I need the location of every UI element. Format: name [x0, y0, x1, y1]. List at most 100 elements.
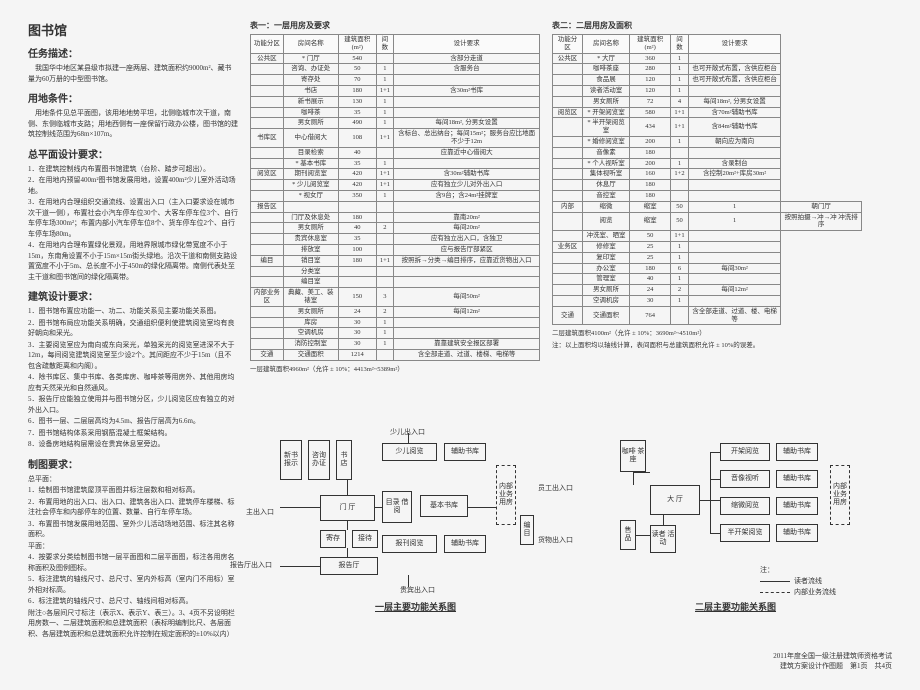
- arch-heading: 建筑设计要求：: [28, 288, 238, 303]
- table-cell: [553, 64, 583, 75]
- table-cell: 缩室: [630, 201, 671, 212]
- table-cell: 180: [630, 263, 671, 274]
- table-cell: 含84m²辅助书库: [688, 118, 780, 137]
- table-header: 建筑面积(m²): [338, 35, 376, 54]
- table-cell: 24: [630, 285, 671, 296]
- table-cell: 业务区: [553, 241, 583, 252]
- table-cell: [376, 212, 393, 223]
- table-cell: [251, 339, 284, 350]
- table-cell: [251, 306, 284, 317]
- table-cell: 764: [630, 306, 671, 325]
- table-cell: [394, 277, 540, 288]
- table-cell: [251, 75, 284, 86]
- table-row: 目录检索40应靠近中心借阅大: [251, 147, 540, 158]
- draw-item: 平面：: [28, 541, 238, 552]
- table-cell: [553, 180, 583, 191]
- table-cell: 咖啡茶座: [582, 64, 629, 75]
- table-cell: 分类室: [283, 266, 338, 277]
- table-cell: 580: [630, 107, 671, 118]
- table-cell: 读者活动室: [582, 85, 629, 96]
- table-cell: 公共区: [251, 53, 284, 64]
- table-row: 男女厕所402每间20m²: [251, 223, 540, 234]
- table-row: 排放室100应与报告厅部紧区: [251, 244, 540, 255]
- table-cell: 2: [671, 285, 689, 296]
- table-cell: 编目: [251, 255, 284, 266]
- table-cell: 含30m²书库: [394, 85, 540, 96]
- table-row: * 个人视听室2001含录制台: [553, 158, 862, 169]
- table-row: 办公室1806每间30m²: [553, 263, 862, 274]
- table-cell: 库房: [283, 317, 338, 328]
- table-cell: 咖啡茶: [283, 107, 338, 118]
- draw-item: 6．标注建筑的轴线尺寸、总尺寸、轴线间相对标高。: [28, 596, 238, 607]
- table-row: 书库区中心借阅大1081+1含标台、总出纳台；每间15m²；服务台应比地面不少于…: [251, 129, 540, 148]
- table-cell: 1: [376, 107, 393, 118]
- table-cell: 管理室: [582, 274, 629, 285]
- table-header: 建筑面积(m²): [630, 35, 671, 54]
- table-cell: 也可开敞式布置，含供应柜台: [688, 64, 780, 75]
- table-row: * 半开架阅览室4341+1含84m²辅助书库: [553, 118, 862, 137]
- box-dt: 大 厅: [650, 485, 700, 515]
- table-cell: 280: [630, 64, 671, 75]
- table-cell: [553, 158, 583, 169]
- arch-item: 3．主要阅览室应为南向或东向采光，单独采光的阅览室进深不大于12m，每间阅览建筑…: [28, 340, 238, 372]
- table-cell: 含录制台: [688, 158, 780, 169]
- table-cell: [376, 244, 393, 255]
- table-cell: 180: [630, 180, 671, 191]
- table-row: 库房301: [251, 317, 540, 328]
- table-cell: 阅览: [582, 212, 629, 231]
- table-cell: [251, 85, 284, 96]
- box-bgt: 报告厅: [320, 557, 378, 575]
- box-sryl: 少儿阅览: [382, 443, 437, 461]
- legend-header: 注：: [760, 565, 836, 576]
- box-fz2: 辅助书库: [776, 470, 818, 488]
- doc-title: 图书馆: [28, 20, 238, 39]
- table-cell: 490: [338, 118, 376, 129]
- page-footer: 2011年度全国一级注册建筑师资格考试 建筑方案设计作图题 第1页 共4页: [773, 652, 892, 672]
- footer-line2: 建筑方案设计作图题 第1页 共4页: [773, 662, 892, 672]
- table-cell: 缩微: [582, 201, 629, 212]
- table-cell: [553, 75, 583, 86]
- table-row: * 婚修阅览室2001朝向应为南向: [553, 136, 862, 147]
- plan-item: 3．在用地内合理组织交通流线、设置出入口（主入口要求设在城市次干道一侧），布置社…: [28, 197, 238, 239]
- table-cell: 1: [671, 64, 689, 75]
- table-cell: 30: [338, 328, 376, 339]
- table-cell: [338, 201, 376, 212]
- table-cell: 3: [376, 288, 393, 307]
- table-row: 公共区* 大厅3601: [553, 53, 862, 64]
- table-cell: 集体视听室: [582, 169, 629, 180]
- box-fz1: 辅助书库: [776, 443, 818, 461]
- table-cell: 1: [671, 158, 689, 169]
- table-row: 冲洗室、晒室501+1: [553, 231, 862, 242]
- table-cell: [338, 266, 376, 277]
- table-row: 报告区: [251, 201, 540, 212]
- plan-item: 1．在建筑控制线内布置图书馆建筑（台阶、踏步可超出）。: [28, 164, 238, 175]
- box-nbyw: 内部 业务 用房: [496, 465, 516, 525]
- table-cell: 1214: [338, 349, 376, 360]
- table-cell: 1+1: [376, 169, 393, 180]
- box-fz3: 辅助书库: [776, 497, 818, 515]
- legend-dashed: 内部业务流线: [760, 587, 836, 598]
- table1-note: 一层建筑面积4960m²（允许 ± 10%：4413m²~5389m²）: [250, 363, 540, 373]
- table-row: 集体视听室1601+2含控制20m²+库房30m²: [553, 169, 862, 180]
- table-cell: 180: [338, 212, 376, 223]
- table-cell: [251, 147, 284, 158]
- table-row: 阅览缩室501按照拍摄→冲→冲 冲洗排序: [553, 212, 862, 231]
- draw-item: 3．布置图书馆发展用地范围、室外少儿活动场地范围、标注其名称面积。: [28, 519, 238, 540]
- table-header: 房间名称: [283, 35, 338, 54]
- table-cell: [553, 96, 583, 107]
- table-cell: 540: [338, 53, 376, 64]
- table-cell: [376, 147, 393, 158]
- box-bkyl: 报刊阅览: [382, 535, 437, 553]
- table-cell: [671, 190, 689, 201]
- label-main-entry: 主出入口: [246, 507, 274, 517]
- table-cell: 销目室: [283, 255, 338, 266]
- table-cell: 1+1: [376, 255, 393, 266]
- table-cell: 消防控制室: [283, 339, 338, 350]
- table-row: 门厅及休息处180靠南20m²: [251, 212, 540, 223]
- arch-item: 1．图书馆布置应功能一、功二、功能关系见主要功能关系图。: [28, 306, 238, 317]
- box-nbyw2: 内部 业务 用房: [830, 465, 850, 525]
- table-cell: [394, 201, 540, 212]
- table-row: 编目室: [251, 277, 540, 288]
- table-cell: [394, 158, 540, 169]
- table-row: 内部业务区典藏、美工、装裱室1503每间50m²: [251, 288, 540, 307]
